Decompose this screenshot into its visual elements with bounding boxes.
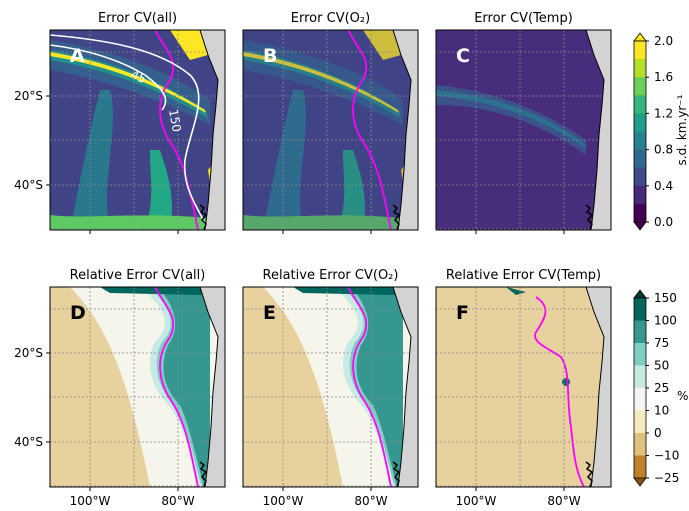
cbar-band [634,203,646,223]
panel-frame [49,286,226,488]
cbar-band [634,131,646,151]
cbar-extend [633,477,647,487]
contour-white [50,34,209,230]
map-panel: Error CV(O₂) B [242,11,419,234]
x-tick-label: 80°W [161,494,194,507]
panel-letter: D [70,302,86,324]
x-tick-label: 100°W [456,494,497,507]
panel-title: Relative Error CV(all) [70,268,206,283]
panel-letter: E [263,302,276,324]
cbar-band [634,320,646,344]
cbar-extend [633,32,647,42]
x-tick-label: 100°W [263,494,304,507]
panel-frame [435,286,612,488]
cbar-band [634,95,646,114]
cbar-tick-label: 0 [654,426,662,440]
panel-title: Relative Error CV(O₂) [263,268,399,283]
cbar-band [634,410,646,434]
cbar-band [634,77,646,96]
cbar-band [634,185,646,205]
panel-frame [242,286,419,488]
cbar-tick-label: 1.6 [654,70,673,84]
colorbars: 2.01.61.20.80.40.0150100755025100−10−25s… [633,32,689,487]
cbar-band [634,298,646,321]
map-panel: Relative Error CV(O₂) E 100°W 80°W [242,268,419,508]
panel-frame [435,29,612,231]
map-panel: Error CV(Temp) C [435,11,612,234]
cbar-tick-label: 0.0 [654,215,673,229]
x-tick-label: 80°W [354,494,387,507]
cbar-band [634,455,646,479]
cbar-tick-label: −10 [654,449,679,463]
map-panel: Relative Error CV(Temp) F 100°W 80°W [435,268,612,508]
panel-letter: C [456,45,470,67]
cbar-tick-label: 25 [654,381,669,395]
cbar-tick-label: 50 [654,359,669,373]
field-shade [243,30,418,230]
cbar-tick-label: 10 [654,404,669,418]
y-tick-label: 40°S [14,435,43,449]
y-tick-label: 20°S [14,346,43,360]
x-tick-label: 80°W [547,494,580,507]
cbar-tick-label: 150 [654,291,677,305]
cbar-extend [633,289,647,299]
map-panel: Relative Error CV(all) D 20°S 40°S 100°W 80°W [14,268,226,508]
cbar-frame [633,40,647,223]
map-body [243,30,418,230]
contour-label: 45 [129,67,149,86]
x-tick-label: 100°W [70,494,111,507]
cbar-band [634,59,646,78]
map-body: 45 150 [50,30,225,230]
cbar-band [634,41,646,60]
y-tick-label: 40°S [14,178,43,192]
cbar-extend [633,221,647,231]
panel-title: Error CV(Temp) [474,11,573,26]
cbar-band [634,388,646,411]
cbar-band [634,167,646,187]
panel-title: Relative Error CV(Temp) [446,268,601,283]
cbar-label: s.d. km.yr⁻¹ [675,94,689,165]
panel-title: Error CV(O₂) [291,11,370,26]
panel-letter: F [456,302,469,324]
map-panel: 45 150 Error CV(all) A 20°S 40°S [14,11,226,234]
cbar-band [634,149,646,169]
contour-white [50,44,167,111]
cbar-tick-label: 75 [654,336,669,350]
panel-letter: B [263,45,277,67]
cbar-band [634,343,646,366]
cbar-band [634,365,646,389]
cbar-tick-label: 0.8 [654,143,673,157]
cbar-band [634,433,646,456]
panel-title: Error CV(all) [98,11,177,26]
cbar-label: % [677,389,688,403]
cbar-tick-label: 100 [654,314,677,328]
panel-frame [242,29,419,231]
panel-letter: A [70,45,85,67]
cbar-tick-label: 1.2 [654,106,673,120]
panel-frame [49,29,226,231]
panels: 45 150 Error CV(all) A 20°S 40°S Error CV(O₂) B… [14,11,612,508]
cbar-tick-label: 2.0 [654,34,673,48]
cbar-tick-label: −25 [654,471,679,485]
y-tick-label: 20°S [14,89,43,103]
cbar-band [634,113,646,132]
contour-label: 150 [166,108,184,133]
cbar-tick-label: 0.4 [654,179,673,193]
